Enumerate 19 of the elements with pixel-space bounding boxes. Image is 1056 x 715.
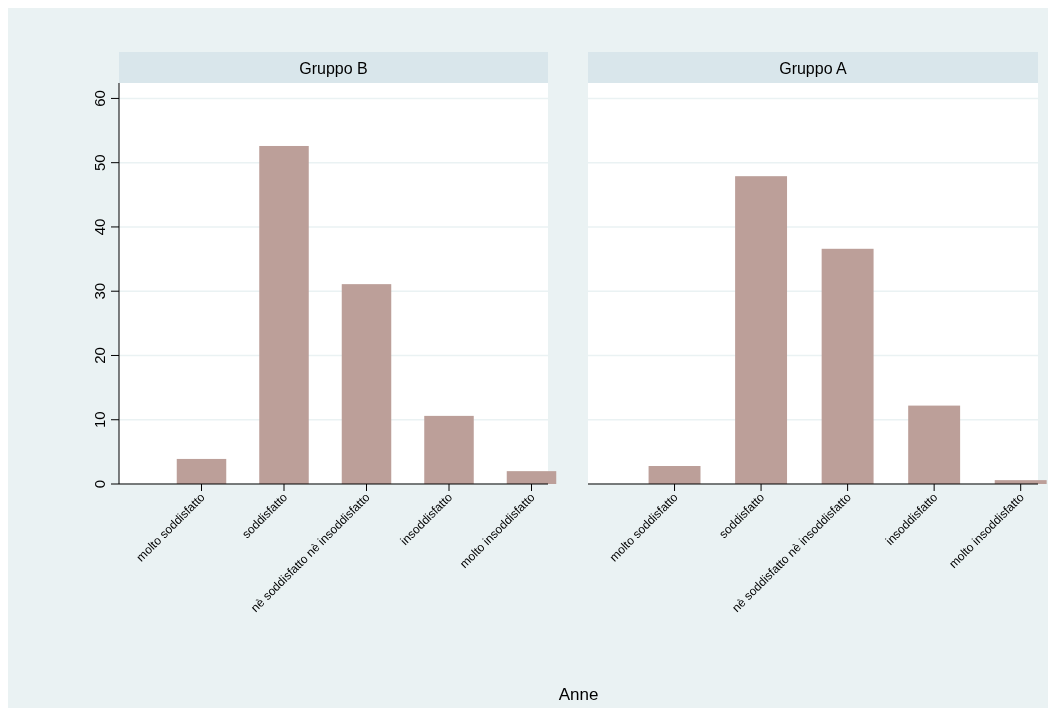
y-tick-label: 0 (91, 479, 108, 489)
y-tick-label: 30 (91, 282, 108, 300)
x-axis-title: Anne (558, 685, 599, 704)
y-tick-label: 50 (91, 154, 108, 172)
bar (648, 466, 701, 484)
bar (176, 458, 227, 484)
bar (424, 415, 474, 484)
y-tick-label: 60 (91, 90, 108, 107)
chart-title: Gruppo B (299, 60, 368, 77)
y-tick-label: 20 (91, 347, 108, 364)
bar (821, 248, 874, 484)
bar (735, 176, 788, 484)
bar (908, 405, 961, 484)
bar (341, 284, 392, 484)
bar (259, 145, 309, 484)
bar (506, 471, 557, 484)
y-tick-label: 10 (91, 411, 108, 429)
chart-title: Gruppo A (779, 60, 848, 77)
y-tick-label: 40 (91, 218, 108, 236)
